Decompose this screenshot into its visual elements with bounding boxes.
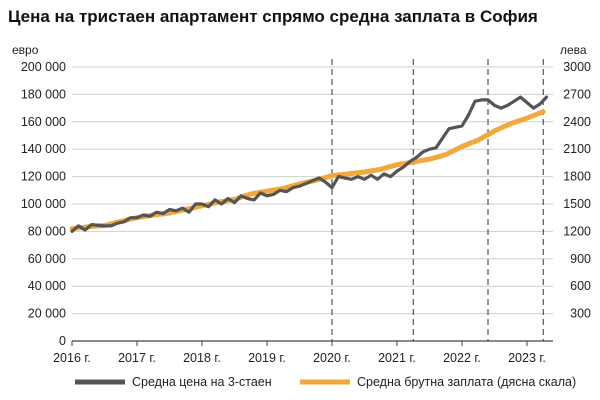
y-left-unit-label: евро — [12, 43, 39, 57]
x-tick-label: 2020 г. — [313, 351, 351, 365]
y-left-tick-label: 100 000 — [21, 197, 66, 211]
x-tick-label: 2019 г. — [248, 351, 286, 365]
y-left-axis: 0 20 000 40 000 60 000 80 000 100 000 120 000 1… — [21, 60, 66, 348]
y-right-tick-label: 2100 — [563, 142, 591, 156]
x-tick-label: 2021 г. — [378, 351, 416, 365]
x-tick-label: 2018 г. — [183, 351, 221, 365]
legend-label-salary: Средна брутна заплата (дясна скала) — [357, 375, 576, 389]
series-line-price — [70, 95, 549, 233]
x-tick-label: 2016 г. — [53, 351, 91, 365]
y-left-tick-label: 180 000 — [21, 87, 66, 101]
chart-title: Цена на тристаен апартамент спрямо средн… — [8, 7, 538, 26]
y-right-unit-label: лева — [560, 43, 587, 57]
y-left-tick-label: 60 000 — [28, 252, 66, 266]
x-tick-label: 2022 г. — [443, 351, 481, 365]
series-layer — [69, 95, 549, 233]
legend: Средна цена на 3-стаен Средна брутна зап… — [75, 375, 576, 389]
y-right-tick-label: 2400 — [563, 115, 591, 129]
y-left-tick-label: 200 000 — [21, 60, 66, 74]
y-right-tick-label: 900 — [570, 252, 591, 266]
y-right-tick-label: 3000 — [563, 60, 591, 74]
y-left-tick-label: 40 000 — [28, 279, 66, 293]
gridlines — [72, 66, 553, 342]
x-tick-label: 2023 г. — [508, 351, 546, 365]
y-right-tick-label: 300 — [570, 307, 591, 321]
y-right-tick-label: 600 — [570, 279, 591, 293]
x-axis: 2016 г. 2017 г. 2018 г. 2019 г. 2020 г. 2021 … — [53, 341, 546, 365]
y-right-tick-label: 2700 — [563, 87, 591, 101]
y-right-tick-label: 1500 — [563, 197, 591, 211]
period-markers — [331, 59, 544, 341]
y-right-axis: 300 600 900 1200 1500 1800 2100 2400 2700 3000 — [563, 60, 591, 321]
y-left-tick-label: 160 000 — [21, 115, 66, 129]
y-left-tick-label: 20 000 — [28, 307, 66, 321]
series-line-salary — [69, 109, 546, 232]
legend-label-price: Средна цена на 3-стаен — [132, 375, 272, 389]
y-right-tick-label: 1800 — [563, 170, 591, 184]
y-left-tick-label: 80 000 — [28, 224, 66, 238]
y-left-tick-label: 0 — [59, 334, 66, 348]
x-tick-label: 2017 г. — [118, 351, 156, 365]
y-left-tick-label: 120 000 — [21, 170, 66, 184]
y-right-tick-label: 1200 — [563, 224, 591, 238]
y-left-tick-label: 140 000 — [21, 142, 66, 156]
